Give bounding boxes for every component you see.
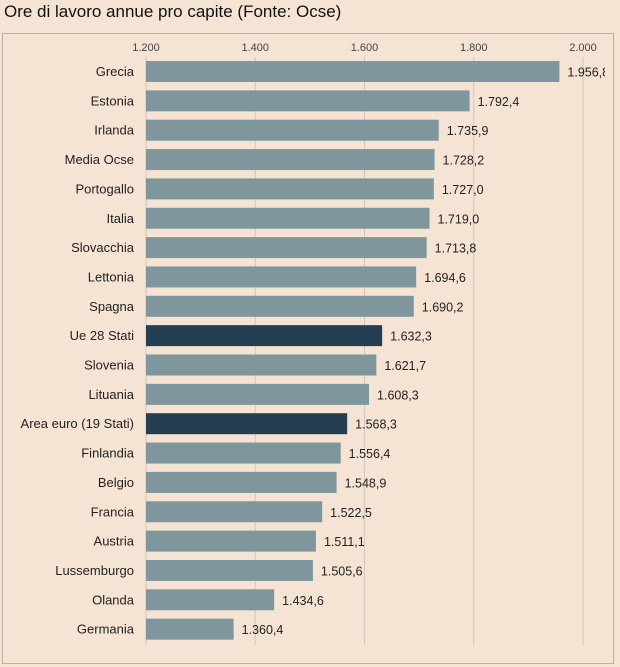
category-label: Finlandia [81,446,135,461]
category-label: Area euro (19 Stati) [21,416,134,431]
bar [146,413,348,435]
x-tick-label: 1.600 [351,42,379,54]
value-label: 1.556,4 [349,447,391,461]
bar [146,178,434,200]
value-labels: 1.956,8 1.792,4 1.735,9 1.728,2 1.727,0 1.719… [242,66,609,638]
bar [146,90,470,112]
value-label: 1.713,8 [435,242,477,256]
bar [146,207,430,229]
bar [146,266,417,288]
value-label: 1.621,7 [384,359,426,373]
bar [146,471,337,493]
category-label: Austria [94,534,135,549]
category-label: Olanda [92,592,135,607]
category-label: Slovacchia [71,240,135,255]
category-label: Slovenia [84,358,135,373]
category-label: Ue 28 Stati [70,328,134,343]
value-label: 1.568,3 [355,418,397,432]
value-label: 1.548,9 [345,476,387,490]
bar [146,237,427,259]
value-label: 1.727,0 [442,183,484,197]
value-label: 1.735,9 [447,124,489,138]
bar [146,530,316,552]
category-label: Portogallo [75,181,134,196]
bar [146,119,439,141]
bar [146,325,383,347]
x-tick-label: 1.400 [241,42,269,54]
value-label: 1.690,2 [422,300,464,314]
category-label: Grecia [96,64,135,79]
category-label: Francia [91,504,135,519]
value-label: 1.694,6 [424,271,466,285]
value-label: 1.434,6 [282,594,324,608]
x-axis-ticks: 1.200 1.400 1.600 1.800 2.000 [132,42,597,54]
category-label: Estonia [91,93,135,108]
category-label: Lussemburgo [55,563,134,578]
value-label: 1.792,4 [478,95,520,109]
bar [146,618,234,640]
category-label: Lituania [88,387,134,402]
value-label: 1.608,3 [377,388,419,402]
chart-frame [2,33,614,664]
category-labels: Grecia Estonia Irlanda Media Ocse Portogallo… [21,64,135,637]
value-label: 1.522,5 [330,506,372,520]
category-label: Germania [77,622,135,637]
category-label: Belgio [98,475,134,490]
bar [146,589,275,611]
category-label: Lettonia [88,269,135,284]
value-label: 1.728,2 [443,154,485,168]
bar [146,442,341,464]
category-label: Irlanda [94,123,135,138]
value-label: 1.956,8 [567,66,609,80]
grid-lines [145,57,584,645]
bar [146,501,323,523]
value-label: 1.505,6 [321,564,363,578]
category-label: Italia [107,211,135,226]
value-label: 1.632,3 [390,330,432,344]
bar [146,295,414,317]
bar [146,559,313,581]
value-label: 1.360,4 [242,623,284,637]
chart-title: Ore di lavoro annue pro capite (Fonte: O… [4,2,342,21]
bar [146,149,435,171]
bar [146,61,560,82]
bars [146,61,560,640]
category-label: Media Ocse [65,152,134,167]
x-tick-label: 1.800 [460,42,488,54]
bar [146,354,377,376]
x-tick-label: 1.200 [132,42,160,54]
bar [146,383,370,405]
x-tick-label: 2.000 [569,42,597,54]
value-label: 1.719,0 [438,212,480,226]
value-label: 1.511,1 [324,535,365,549]
category-label: Spagna [89,299,135,314]
